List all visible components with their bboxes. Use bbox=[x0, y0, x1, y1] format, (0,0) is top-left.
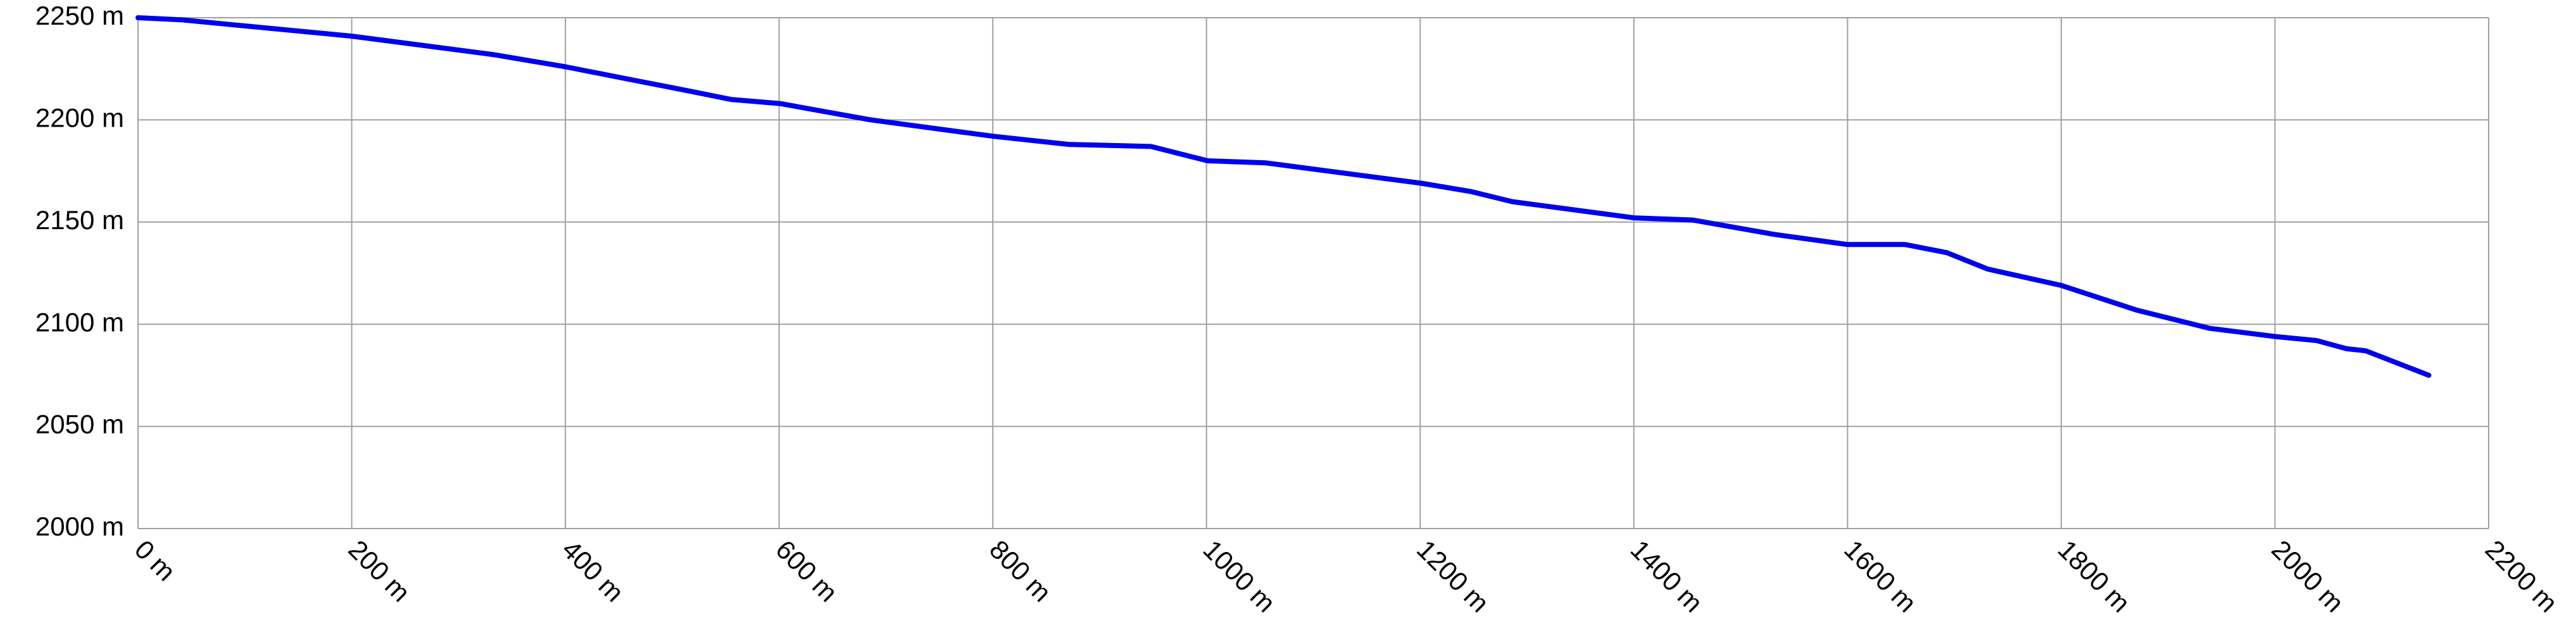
y-tick-label: 2050 m bbox=[35, 410, 124, 439]
y-tick-label: 2200 m bbox=[35, 103, 124, 132]
y-tick-label: 2000 m bbox=[35, 511, 124, 541]
x-tick-label: 600 m bbox=[770, 534, 843, 608]
x-tick-label: 1600 m bbox=[1838, 534, 1922, 618]
y-tick-label: 2150 m bbox=[35, 205, 124, 235]
x-tick-label: 1800 m bbox=[2052, 534, 2136, 618]
x-tick-label: 2200 m bbox=[2480, 534, 2563, 618]
x-tick-label: 800 m bbox=[984, 534, 1057, 608]
x-tick-label: 2000 m bbox=[2266, 534, 2349, 618]
elevation-line bbox=[135, 15, 2432, 378]
y-tick-label: 2250 m bbox=[35, 1, 124, 30]
x-tick-label: 200 m bbox=[342, 534, 416, 608]
x-tick-label: 400 m bbox=[556, 534, 630, 608]
y-tick-label: 2100 m bbox=[35, 307, 124, 337]
x-tick-label: 1200 m bbox=[1411, 534, 1495, 618]
x-tick-label: 0 m bbox=[129, 534, 182, 587]
x-tick-label: 1000 m bbox=[1198, 534, 1281, 618]
x-tick-label: 1400 m bbox=[1625, 534, 1709, 618]
